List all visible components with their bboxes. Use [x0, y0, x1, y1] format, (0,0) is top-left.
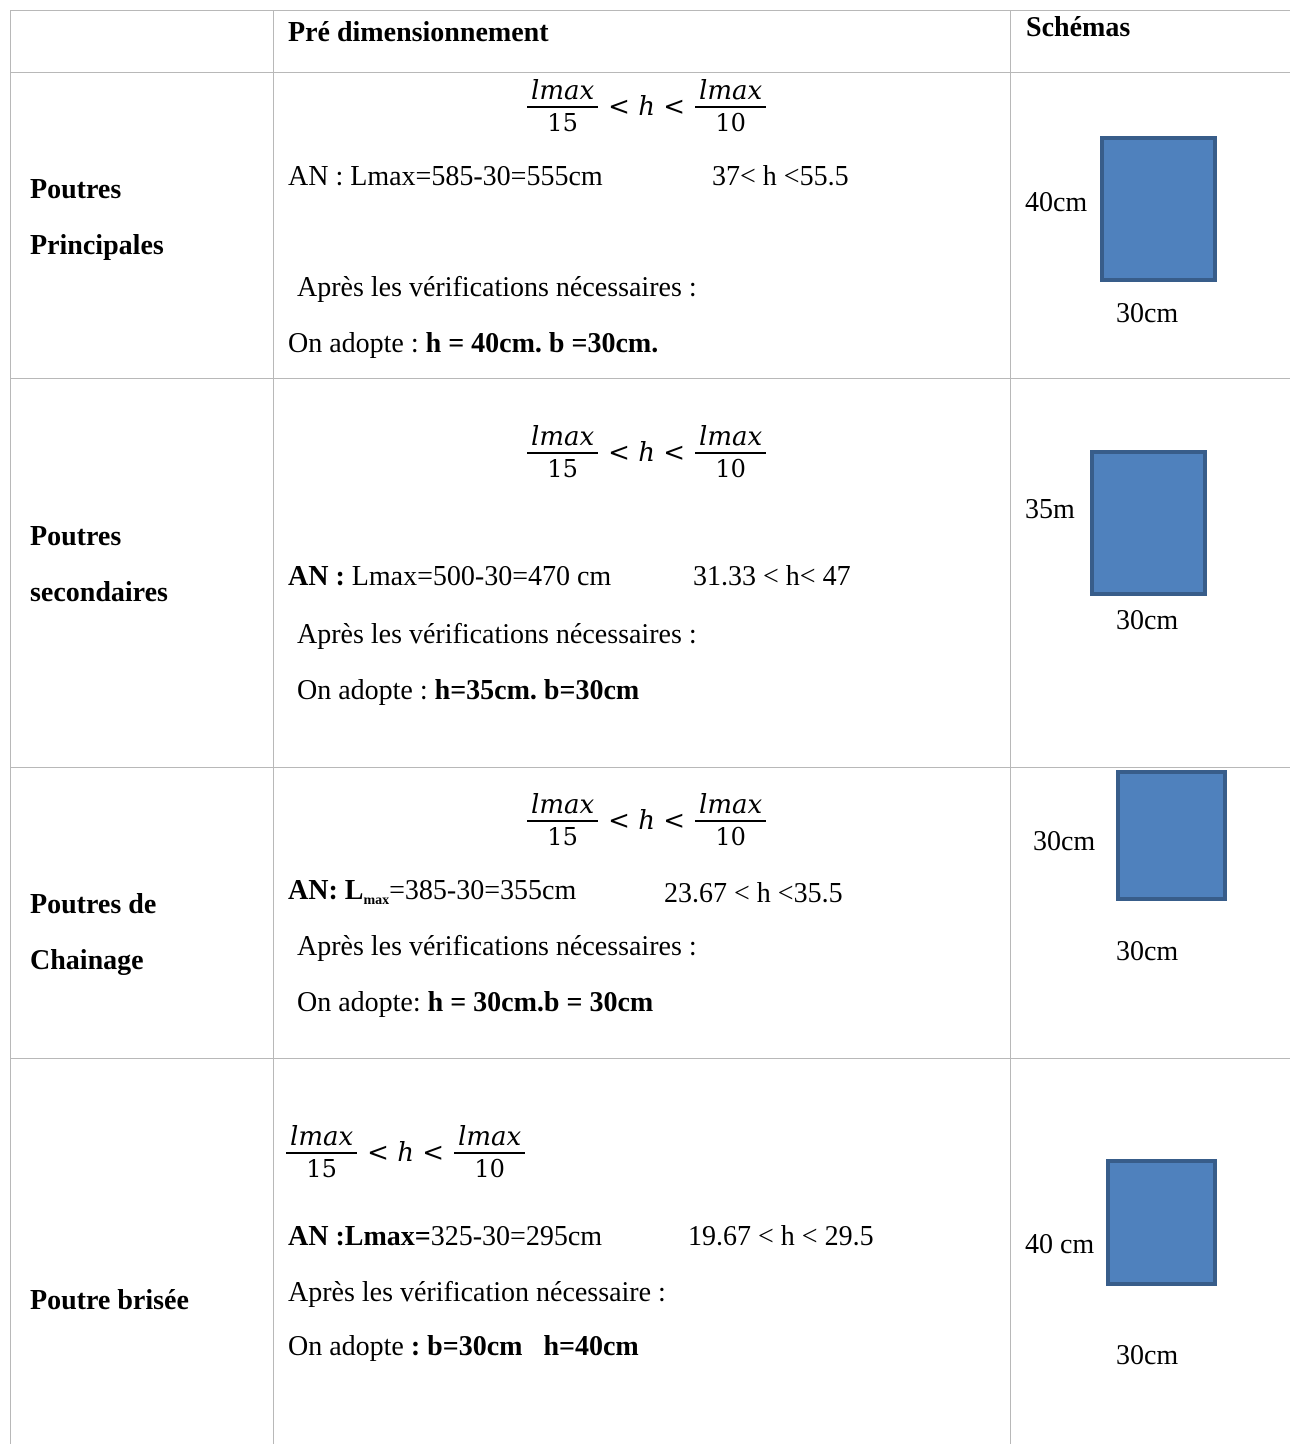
fraction-numerator: lmax [531, 76, 595, 106]
formula: lmax 15 < h < lmax 10 [525, 76, 768, 138]
row-name-line2: secondaires [30, 577, 168, 608]
row-name-line2: Principales [30, 230, 164, 261]
an-calculation: AN :Lmax=325-30=295cm [288, 1221, 603, 1252]
section-width-label: 30cm [1116, 1340, 1179, 1371]
column-divider [273, 10, 274, 1444]
section-height-label: 40cm [1025, 187, 1088, 218]
fraction-numerator: lmax [699, 76, 763, 106]
adopt-line: On adopte : h = 40cm. b =30cm. [288, 328, 659, 359]
adopt-line: On adopte : h=35cm. b=30cm [297, 675, 640, 706]
beam-section-diagram [1116, 770, 1227, 901]
formula: lmax 15 < h < lmax 10 [525, 422, 768, 484]
row-name-line1: Poutres [30, 174, 122, 205]
h-range: 19.67 < h < 29.5 [688, 1221, 874, 1252]
column-divider [1010, 10, 1011, 1444]
row-name-line2: Chainage [30, 945, 144, 976]
h-range: 37< h <55.5 [712, 161, 849, 192]
section-width-label: 30cm [1116, 605, 1179, 636]
h-range: 31.33 < h< 47 [693, 561, 851, 592]
adopt-line: On adopte : b=30cm h=40cm [288, 1331, 639, 1362]
row-divider [10, 72, 1290, 73]
fraction-denominator: 15 [547, 109, 578, 137]
row-divider [10, 767, 1290, 768]
section-width-label: 30cm [1116, 936, 1179, 967]
row-name: Poutre brisée [30, 1285, 189, 1316]
row-divider [10, 1058, 1290, 1059]
formula: lmax 15 < h < lmax 10 [284, 1122, 527, 1184]
table-border-top [10, 10, 1290, 11]
verification-text: Après les vérifications nécessaires : [297, 272, 697, 303]
table-border-left [10, 10, 11, 1444]
section-height-label: 40 cm [1025, 1229, 1095, 1260]
section-height-label: 35m [1025, 494, 1075, 525]
adopt-line: On adopte: h = 30cm.b = 30cm [297, 987, 654, 1018]
verification-text: Après les vérifications nécessaires : [297, 619, 697, 650]
formula: lmax 15 < h < lmax 10 [525, 790, 768, 852]
row-divider [10, 378, 1290, 379]
section-width-label: 30cm [1116, 298, 1179, 329]
h-range: 23.67 < h <35.5 [664, 878, 843, 909]
header-schemas: Schémas [1026, 12, 1131, 43]
an-calculation: AN : Lmax=585-30=555cm [288, 161, 603, 192]
verification-text: Après les vérification nécessaire : [288, 1277, 666, 1308]
beam-section-diagram [1106, 1159, 1217, 1286]
section-height-label: 30cm [1033, 826, 1096, 857]
beam-section-diagram [1090, 450, 1207, 596]
row-name-line1: Poutres de [30, 889, 157, 920]
beam-section-diagram [1100, 136, 1217, 282]
an-calculation: AN : Lmax=500-30=470 cm [288, 561, 612, 592]
header-predimensionnement: Pré dimensionnement [288, 17, 549, 48]
an-calculation: AN: Lmax=385-30=355cm [288, 875, 577, 908]
row-name-line1: Poutres [30, 521, 122, 552]
fraction-denominator: 10 [715, 109, 746, 137]
verification-text: Après les vérifications nécessaires : [297, 931, 697, 962]
